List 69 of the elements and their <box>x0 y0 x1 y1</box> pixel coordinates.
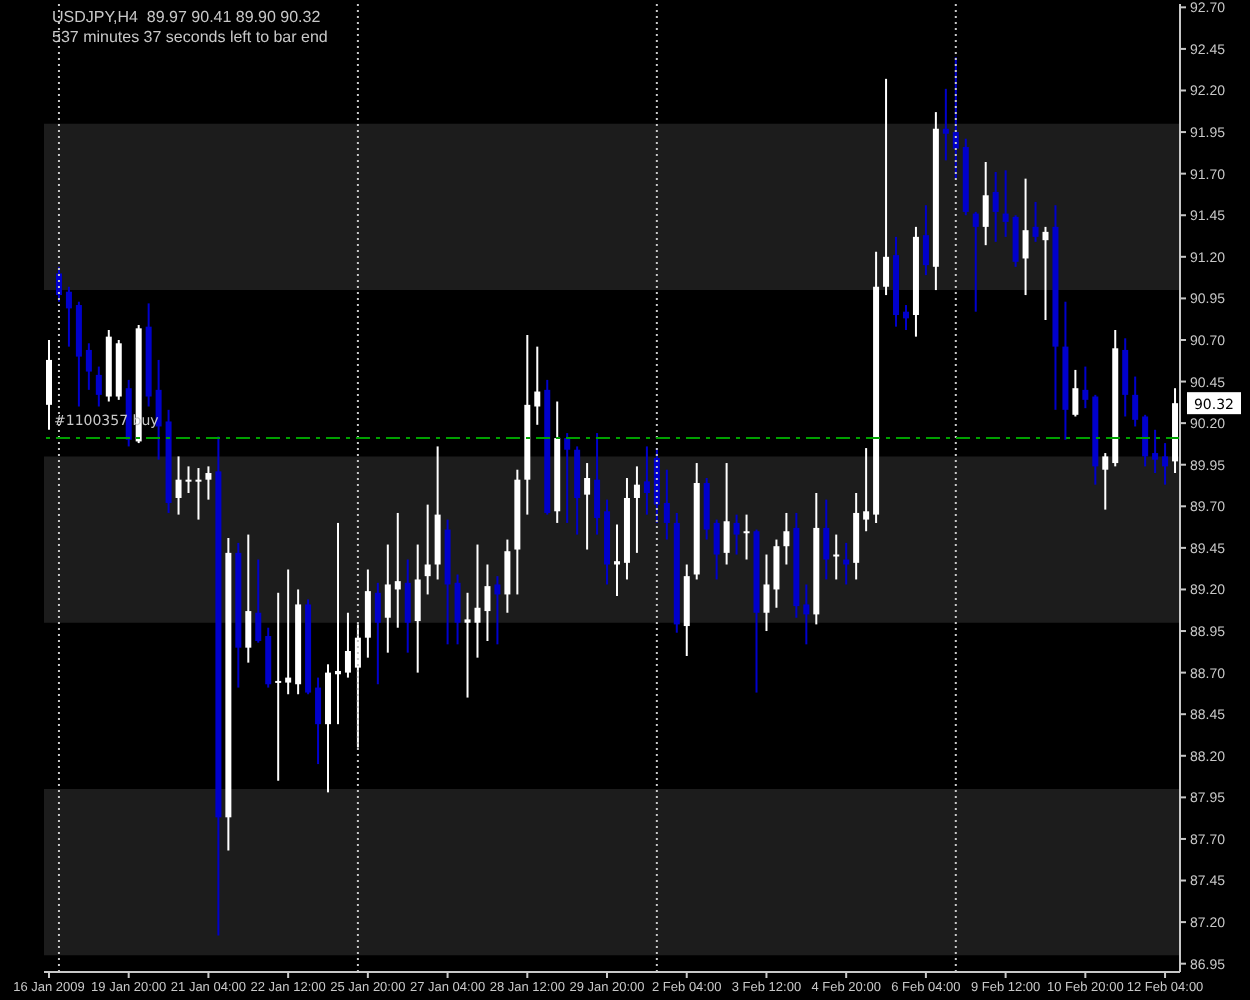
candlestick <box>275 591 282 782</box>
candlestick <box>1132 375 1139 428</box>
candlestick <box>364 568 371 659</box>
candlestick <box>1032 200 1039 243</box>
candlestick <box>992 170 999 243</box>
candlestick <box>1142 413 1149 468</box>
candlestick <box>394 511 401 629</box>
candlestick <box>414 543 421 674</box>
candlestick <box>1072 368 1079 418</box>
candlestick <box>783 511 790 566</box>
candlestick <box>982 161 989 247</box>
candlestick <box>952 56 959 180</box>
candlestick <box>155 358 162 461</box>
candlestick <box>883 77 890 297</box>
candlestick <box>733 513 740 556</box>
candlestick <box>823 498 830 581</box>
candlestick <box>504 538 511 614</box>
candlestick <box>643 445 650 516</box>
candlestick <box>803 583 810 646</box>
candlestick <box>703 477 710 541</box>
candlestick <box>972 210 979 313</box>
candlestick <box>584 462 591 551</box>
candlestick <box>723 462 730 566</box>
candlestick <box>833 533 840 581</box>
candlestick <box>564 432 571 524</box>
candlestick <box>384 543 391 654</box>
candlestick <box>1012 214 1019 268</box>
text: 537 minutes 37 seconds left to bar end <box>52 28 328 48</box>
candlestick <box>1102 452 1109 511</box>
candlestick <box>344 611 351 679</box>
candlestick <box>95 365 102 408</box>
candlestick <box>594 432 601 536</box>
candlestick <box>633 465 640 554</box>
candlestick <box>494 575 501 646</box>
candlestick <box>454 573 461 646</box>
candlestick <box>205 465 212 501</box>
candlestick <box>902 304 909 331</box>
candlestick <box>1042 225 1049 322</box>
candlestick <box>773 538 780 609</box>
candlestick <box>315 676 322 766</box>
candlestick <box>484 563 491 643</box>
candlestick <box>85 342 92 391</box>
candlestick <box>1022 177 1029 297</box>
candlestick <box>46 338 52 431</box>
candlestick <box>424 503 431 596</box>
candlestick <box>374 581 381 686</box>
candlestick <box>663 468 670 541</box>
candlestick <box>863 447 870 533</box>
candlestick <box>1082 365 1089 410</box>
candlestick <box>285 568 292 696</box>
candlestick <box>922 204 929 277</box>
candlestick <box>255 558 262 644</box>
candlestick <box>1002 169 1009 238</box>
chart-title: USDJPY,H4 89.97 90.41 89.90 90.32 <box>52 8 323 28</box>
candlestick <box>534 345 541 426</box>
candlestick <box>65 285 72 348</box>
candlestick <box>334 521 341 726</box>
candlestick <box>1162 442 1169 486</box>
candlestick <box>614 523 620 598</box>
candlestick <box>1122 337 1129 418</box>
candlestick <box>245 533 252 664</box>
candlestick <box>175 455 182 516</box>
candlestick <box>843 541 850 586</box>
candlestick <box>763 553 770 633</box>
candlestick <box>1152 428 1159 475</box>
candlestick <box>713 518 720 581</box>
candlestick <box>404 558 411 654</box>
candlestick <box>743 513 750 561</box>
candlestick <box>942 87 949 162</box>
